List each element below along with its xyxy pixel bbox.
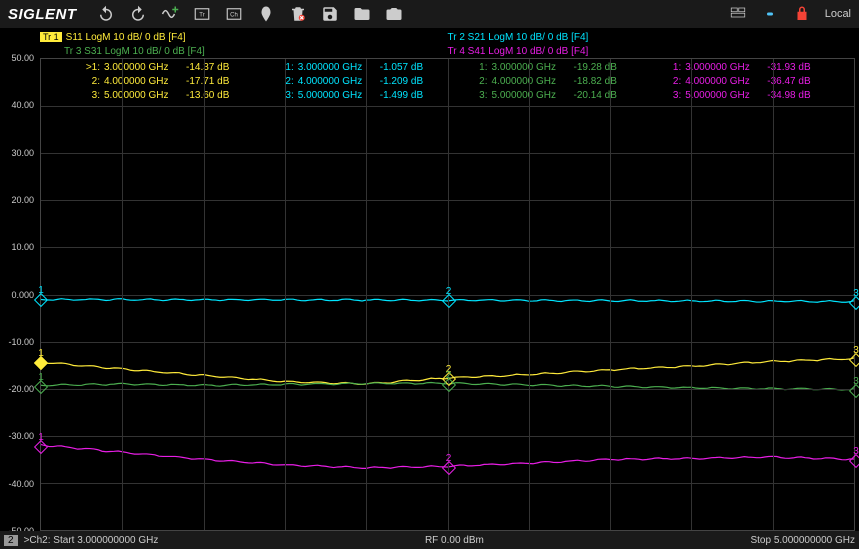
stop-freq-label: Stop 5.000000000 GHz <box>750 535 855 546</box>
gridline-v <box>529 59 530 530</box>
marker-number: 2 <box>446 369 452 380</box>
marker-number: 1 <box>38 431 44 442</box>
marker-drop-icon <box>257 5 275 23</box>
trace-header: Tr 1 S11 LogM 10 dB/ 0 dB [F4] Tr 3 S31 L… <box>40 28 855 60</box>
trace-tool-button[interactable]: Tr <box>190 2 214 26</box>
gridline-v <box>366 59 367 530</box>
layout-icon <box>729 5 747 23</box>
svg-text:Ch: Ch <box>230 12 238 18</box>
camera-icon <box>385 5 403 23</box>
y-tick-label: -30.00 <box>8 431 34 441</box>
gridline-v <box>204 59 205 530</box>
y-tick-label: 10.00 <box>11 242 34 252</box>
brand-logo: SIGLENT <box>8 6 77 23</box>
sine-plus-icon <box>161 5 179 23</box>
trace1-label: S11 LogM 10 dB/ 0 dB [F4] <box>66 32 186 43</box>
toolbar: SIGLENT Tr Ch Local <box>0 0 859 28</box>
delete-button[interactable] <box>286 2 310 26</box>
lock-button[interactable] <box>790 2 814 26</box>
ch-icon: Ch <box>225 5 243 23</box>
y-axis-labels: 50.0040.0030.0020.0010.000.000-10.00-20.… <box>0 58 40 531</box>
screenshot-button[interactable] <box>382 2 406 26</box>
y-tick-label: 50.00 <box>11 53 34 63</box>
channel-badge[interactable]: 2 <box>4 535 18 546</box>
start-freq-label: >Ch2: Start 3.000000000 GHz <box>24 535 159 546</box>
statusbar: 2 >Ch2: Start 3.000000000 GHz RF 0.00 dB… <box>0 531 859 549</box>
y-tick-label: -40.00 <box>8 479 34 489</box>
undo-button[interactable] <box>94 2 118 26</box>
save-icon <box>321 5 339 23</box>
marker-number: 1 <box>38 371 44 382</box>
y-tick-label: -10.00 <box>8 337 34 347</box>
undo-icon <box>97 5 115 23</box>
marker-number: 3 <box>853 376 859 387</box>
redo-icon <box>129 5 147 23</box>
y-tick-label: -20.00 <box>8 384 34 394</box>
trace2-label: Tr 2 S21 LogM 10 dB/ 0 dB [F4] <box>448 32 589 43</box>
marker-number: 3 <box>853 345 859 356</box>
tr-icon: Tr <box>193 5 211 23</box>
gridline-v <box>285 59 286 530</box>
y-tick-label: 30.00 <box>11 148 34 158</box>
channel-tool-button[interactable]: Ch <box>222 2 246 26</box>
layout-button[interactable] <box>726 2 750 26</box>
link-button[interactable] <box>758 2 782 26</box>
folder-open-icon <box>353 5 371 23</box>
gridline-v <box>691 59 692 530</box>
marker-number: 2 <box>446 286 452 297</box>
active-trace-badge[interactable]: Tr 1 <box>40 32 62 42</box>
y-tick-label: 40.00 <box>11 100 34 110</box>
marker-number: 1 <box>38 285 44 296</box>
y-tick-label: 20.00 <box>11 195 34 205</box>
marker-number: 1 <box>38 348 44 359</box>
plot-area[interactable]: 123123123123 <box>40 58 855 531</box>
link-icon <box>761 5 779 23</box>
marker-number: 3 <box>853 446 859 457</box>
lock-icon <box>793 5 811 23</box>
marker-number: 2 <box>446 453 452 464</box>
gridline-v <box>610 59 611 530</box>
open-button[interactable] <box>350 2 374 26</box>
y-tick-label: 0.000 <box>11 290 34 300</box>
svg-text:Tr: Tr <box>199 12 204 18</box>
gridline-v <box>773 59 774 530</box>
add-trace-button[interactable] <box>158 2 182 26</box>
trace4-label: Tr 4 S41 LogM 10 dB/ 0 dB [F4] <box>448 46 589 57</box>
redo-button[interactable] <box>126 2 150 26</box>
gridline-v <box>122 59 123 530</box>
trash-icon <box>289 5 307 23</box>
marker-number: 3 <box>853 287 859 298</box>
marker-tool-button[interactable] <box>254 2 278 26</box>
trace3-label: Tr 3 S31 LogM 10 dB/ 0 dB [F4] <box>64 46 205 57</box>
rf-power-label: RF 0.00 dBm <box>158 535 750 546</box>
local-status: Local <box>825 8 851 20</box>
save-button[interactable] <box>318 2 342 26</box>
